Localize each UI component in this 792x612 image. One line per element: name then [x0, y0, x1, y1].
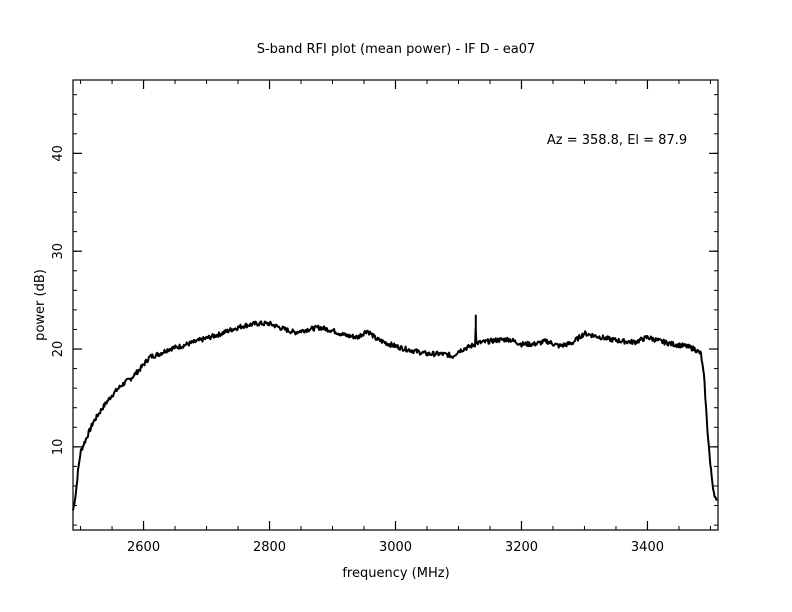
- x-tick-label: 3400: [631, 540, 664, 555]
- y-tick-label: 20: [51, 341, 66, 358]
- x-tick-label: 3000: [379, 540, 412, 555]
- y-tick-label: 10: [51, 439, 66, 456]
- az-el-annotation: Az = 358.8, El = 87.9: [547, 133, 687, 148]
- x-tick-label: 3200: [505, 540, 538, 555]
- y-tick-label: 30: [51, 243, 66, 260]
- y-tick-labels: 10 20 30 40: [51, 145, 66, 455]
- y-axis-label: power (dB): [33, 269, 48, 341]
- x-tick-labels: 2600 2800 3000 3200 3400: [127, 540, 664, 555]
- x-tick-label: 2800: [253, 540, 286, 555]
- major-ticks: [73, 80, 718, 530]
- y-tick-label: 40: [51, 145, 66, 162]
- x-axis-label: frequency (MHz): [342, 566, 449, 581]
- power-series-line: [72, 314, 718, 511]
- x-tick-label: 2600: [127, 540, 160, 555]
- chart-title: S-band RFI plot (mean power) - IF D - ea…: [257, 42, 536, 57]
